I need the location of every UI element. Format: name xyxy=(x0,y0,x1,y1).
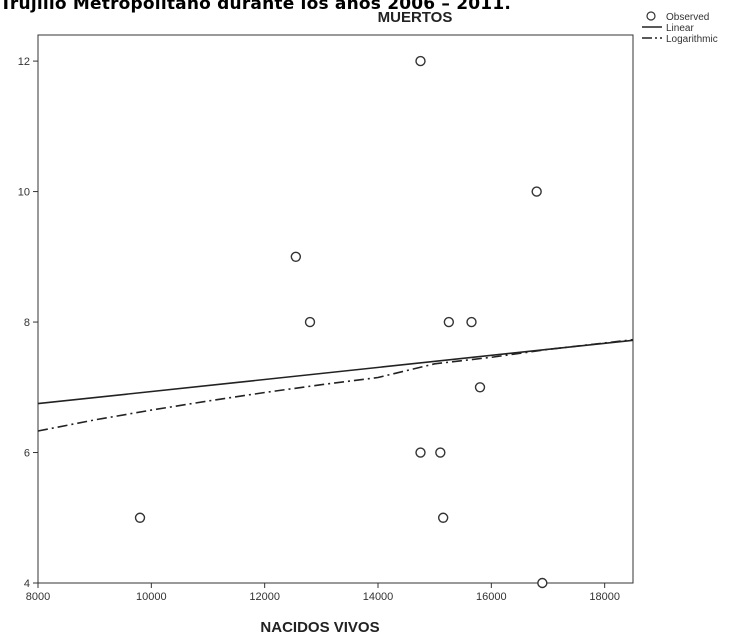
observed-point xyxy=(466,316,477,328)
observed-point xyxy=(415,447,426,458)
y-tick-label: 12 xyxy=(18,56,30,68)
observed-point xyxy=(437,512,449,523)
x-axis-label: NACIDOS VIVOS xyxy=(260,619,379,636)
legend-label: Linear xyxy=(666,23,694,34)
plot-frame xyxy=(37,34,634,584)
observed-point xyxy=(537,577,548,589)
legend-symbol-observed xyxy=(646,11,656,21)
observed-point xyxy=(304,316,316,328)
x-tick-label: 8000 xyxy=(26,591,50,603)
chart-title: MUERTOS xyxy=(378,9,453,26)
x-tick-label: 12000 xyxy=(249,591,280,603)
figure-caption: Trujillo Metropolitano durante los años … xyxy=(0,0,512,14)
x-tick-label: 16000 xyxy=(476,591,507,603)
x-tick-label: 10000 xyxy=(136,591,167,603)
legend-label: Logarithmic xyxy=(666,34,718,45)
observed-point xyxy=(474,382,486,393)
observed-point xyxy=(435,447,446,458)
x-tick-label: 18000 xyxy=(589,591,620,603)
y-tick-label: 10 xyxy=(18,187,30,199)
observed-point xyxy=(415,55,426,67)
observed-point xyxy=(531,186,542,197)
y-tick-label: 6 xyxy=(24,448,30,460)
observed-point xyxy=(443,316,455,328)
observed-point xyxy=(134,512,146,523)
legend-label: Observed xyxy=(666,12,709,23)
x-tick-label: 14000 xyxy=(363,591,394,603)
observed-point xyxy=(290,251,302,263)
logarithmic-fit-line xyxy=(37,338,634,432)
linear-fit-line xyxy=(37,339,634,405)
y-tick-label: 4 xyxy=(24,578,30,590)
y-tick-label: 8 xyxy=(24,317,30,329)
